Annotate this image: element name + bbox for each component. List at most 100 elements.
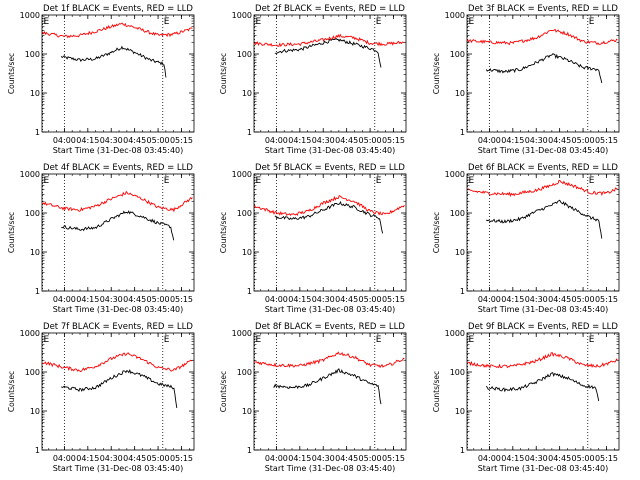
- y-tick-label: 100: [450, 50, 465, 59]
- plot-frame: [253, 14, 407, 133]
- y-tick-label: 1000: [20, 329, 40, 338]
- panel-title: Det 3f BLACK = Events, RED = LLD: [468, 4, 618, 14]
- panel-title: Det 8f BLACK = Events, RED = LLD: [255, 322, 405, 332]
- panel-det-2: Det 2f BLACK = Events, RED = LLD E E 1 10 100…: [219, 4, 407, 155]
- x-tick-label: 05:15: [595, 454, 618, 463]
- panel-title: Det 4f BLACK = Events, RED = LLD: [43, 163, 193, 173]
- x-tick-label: 05:00: [147, 136, 170, 145]
- time-marker-label: E: [164, 17, 170, 27]
- time-marker-label: E: [376, 176, 382, 186]
- y-tick-label: 1000: [232, 329, 252, 338]
- x-tick-label: 04:45: [335, 295, 358, 304]
- x-axis-label: Start Time (31-Dec-08 03:45:40): [478, 146, 609, 155]
- series-events-line: [485, 372, 600, 402]
- series-lld-line: [42, 190, 193, 213]
- y-tick-label: 10: [30, 407, 40, 416]
- x-tick-label: 04:45: [335, 454, 358, 463]
- x-tick-label: 04:30: [100, 295, 123, 304]
- x-tick-label: 04:15: [288, 295, 311, 304]
- panel-det-6: Det 6f BLACK = Events, RED = LLD E E 1 10 100…: [432, 163, 620, 314]
- plot-frame: [253, 332, 407, 451]
- x-tick-label: 05:00: [147, 295, 170, 304]
- x-tick-label: 04:00: [265, 136, 288, 145]
- y-tick-label: 1: [460, 446, 465, 455]
- x-tick-label: 05:15: [382, 295, 405, 304]
- y-tick-label: 10: [455, 89, 465, 98]
- y-axis-label: Counts/sec: [7, 212, 16, 253]
- x-tick-label: 05:00: [359, 136, 382, 145]
- x-tick-label: 05:15: [595, 295, 618, 304]
- y-tick-label: 1000: [445, 170, 465, 179]
- series-events-line: [61, 368, 178, 408]
- series-events-line: [485, 53, 603, 84]
- y-axis-label: Counts/sec: [219, 212, 228, 253]
- y-axis-label: Counts/sec: [7, 371, 16, 412]
- time-marker-label: E: [256, 176, 262, 186]
- time-marker-label: E: [164, 335, 170, 345]
- y-tick-label: 1: [460, 287, 465, 296]
- x-tick-label: 04:15: [288, 454, 311, 463]
- time-marker-label: E: [589, 17, 595, 27]
- x-tick-label: 04:30: [312, 454, 335, 463]
- y-axis-label: Counts/sec: [432, 371, 441, 412]
- y-tick-label: 1: [35, 128, 40, 137]
- y-tick-label: 10: [242, 407, 252, 416]
- series-events-line: [274, 200, 384, 234]
- y-tick-label: 100: [450, 368, 465, 377]
- x-tick-label: 04:15: [76, 454, 99, 463]
- panel-det-5: Det 5f BLACK = Events, RED = LLD E E 1 10 100…: [219, 163, 407, 314]
- y-tick-label: 1: [460, 128, 465, 137]
- series-lld-line: [42, 352, 193, 373]
- x-tick-label: 04:00: [53, 136, 76, 145]
- series-lld-line: [467, 28, 618, 46]
- panel-title: Det 6f BLACK = Events, RED = LLD: [468, 163, 618, 173]
- series-lld-line: [254, 351, 405, 369]
- x-tick-label: 04:15: [288, 136, 311, 145]
- x-tick-label: 04:45: [123, 136, 146, 145]
- y-tick-label: 100: [237, 209, 252, 218]
- x-tick-label: 04:00: [53, 454, 76, 463]
- panel-title: Det 5f BLACK = Events, RED = LLD: [255, 163, 405, 173]
- x-tick-label: 05:15: [170, 136, 193, 145]
- plot-frame: [466, 332, 620, 451]
- x-tick-label: 04:15: [76, 295, 99, 304]
- series-lld-line: [254, 194, 405, 216]
- y-tick-label: 1: [247, 128, 252, 137]
- time-marker-label: E: [589, 176, 595, 186]
- series-lld-line: [467, 351, 618, 369]
- x-tick-label: 05:15: [382, 454, 405, 463]
- x-tick-label: 04:45: [335, 136, 358, 145]
- x-tick-label: 04:45: [123, 454, 146, 463]
- plot-frame: [41, 332, 195, 451]
- y-tick-label: 1: [35, 287, 40, 296]
- panel-title: Det 7f BLACK = Events, RED = LLD: [43, 322, 193, 332]
- panel-det-8: Det 8f BLACK = Events, RED = LLD E E 1 10 100…: [219, 322, 407, 473]
- panel-title: Det 9f BLACK = Events, RED = LLD: [468, 322, 618, 332]
- y-tick-label: 1000: [445, 329, 465, 338]
- series-events-line: [486, 199, 603, 239]
- y-axis-label: Counts/sec: [432, 53, 441, 94]
- series-events-line: [61, 210, 175, 241]
- plot-frame: [466, 14, 620, 133]
- series-lld-line: [254, 33, 405, 48]
- x-tick-label: 05:00: [359, 454, 382, 463]
- x-tick-label: 04:15: [501, 454, 524, 463]
- x-tick-label: 04:15: [501, 295, 524, 304]
- series-lld-line: [467, 180, 618, 198]
- x-tick-label: 05:00: [572, 295, 595, 304]
- x-axis-label: Start Time (31-Dec-08 03:45:40): [265, 146, 396, 155]
- y-tick-label: 100: [237, 50, 252, 59]
- y-tick-label: 10: [455, 407, 465, 416]
- x-tick-label: 04:45: [548, 454, 571, 463]
- x-tick-label: 05:00: [572, 454, 595, 463]
- time-marker-label: E: [376, 335, 382, 345]
- x-axis-label: Start Time (31-Dec-08 03:45:40): [478, 305, 609, 314]
- y-tick-label: 1000: [232, 170, 252, 179]
- time-marker-label: E: [44, 335, 50, 345]
- x-tick-label: 04:15: [501, 136, 524, 145]
- x-axis-label: Start Time (31-Dec-08 03:45:40): [53, 305, 184, 314]
- x-tick-label: 04:30: [312, 295, 335, 304]
- y-tick-label: 1: [247, 287, 252, 296]
- time-marker-label: E: [44, 176, 50, 186]
- x-tick-label: 05:15: [595, 136, 618, 145]
